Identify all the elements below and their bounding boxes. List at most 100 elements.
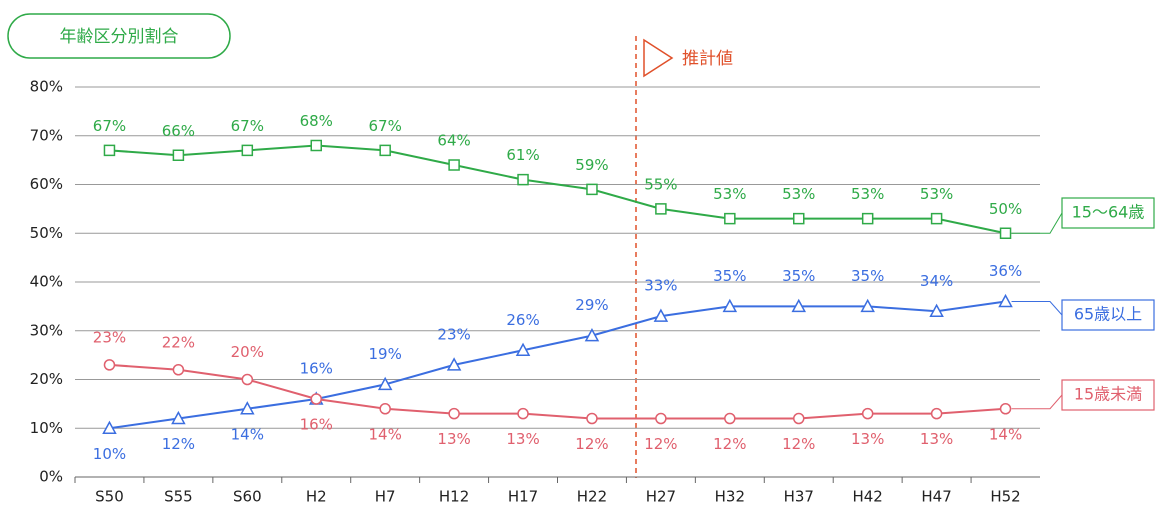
data-label: 68%	[300, 112, 333, 130]
data-label: 19%	[369, 345, 402, 363]
data-label: 55%	[644, 175, 677, 193]
marker	[310, 139, 322, 152]
data-label: 35%	[782, 267, 815, 285]
data-label: 59%	[575, 156, 608, 174]
x-tick-label: S55	[164, 488, 193, 506]
data-label: 10%	[93, 445, 126, 463]
title-box	[7, 13, 231, 59]
marker	[171, 410, 186, 425]
marker	[724, 212, 736, 225]
annotation: 推計値	[682, 49, 733, 69]
data-label: 12%	[782, 435, 815, 453]
y-tick-label: 20%	[30, 370, 63, 388]
marker	[791, 298, 807, 313]
y-tick-label: 50%	[30, 224, 63, 242]
data-label: 22%	[162, 333, 195, 351]
x-tick-label: H27	[646, 488, 676, 506]
marker	[929, 303, 944, 317]
marker	[172, 149, 185, 161]
data-label: 33%	[644, 277, 677, 295]
marker	[241, 373, 254, 386]
marker	[448, 159, 460, 171]
series-line	[109, 363, 1006, 420]
y-tick-label: 10%	[30, 419, 63, 437]
series-line	[109, 300, 1006, 430]
marker	[930, 212, 943, 225]
data-label: 36%	[989, 262, 1022, 280]
marker	[241, 144, 254, 157]
marker	[517, 407, 529, 420]
x-tick-label: S60	[233, 488, 262, 506]
data-label: 13%	[920, 430, 953, 448]
marker	[999, 403, 1012, 415]
marker	[172, 364, 185, 376]
marker	[860, 298, 875, 313]
data-label: 12%	[575, 435, 608, 453]
marker	[379, 144, 391, 157]
y-tick-label: 60%	[30, 175, 63, 193]
data-label: 23%	[437, 325, 470, 343]
legend-label: 15〜64歳	[1072, 203, 1145, 222]
data-label: 53%	[713, 185, 746, 203]
data-label: 16%	[300, 416, 333, 434]
legend-leader	[1011, 212, 1063, 234]
marker	[653, 308, 669, 322]
marker	[655, 203, 667, 215]
legend-label: 15歳未満	[1074, 385, 1142, 404]
marker	[515, 342, 531, 356]
data-label: 34%	[920, 272, 953, 290]
data-label: 53%	[920, 185, 953, 203]
y-tick-label: 70%	[30, 126, 63, 144]
forecast-arrow	[643, 38, 674, 78]
data-label: 13%	[437, 430, 470, 448]
data-label: 67%	[231, 117, 264, 135]
data-label: 53%	[851, 185, 884, 203]
x-tick-label: H17	[508, 488, 538, 506]
x-tick-label: H2	[306, 488, 327, 506]
data-label: 61%	[506, 146, 539, 164]
marker	[861, 212, 874, 225]
marker	[724, 412, 736, 425]
marker	[377, 376, 393, 391]
x-tick-label: S50	[95, 488, 124, 506]
y-tick-label: 30%	[30, 321, 63, 339]
marker	[446, 357, 462, 371]
marker	[930, 407, 943, 420]
data-label: 50%	[989, 200, 1022, 218]
series-line	[109, 144, 1006, 235]
y-tick-label: 0%	[39, 468, 63, 486]
marker	[310, 393, 322, 405]
y-tick-label: 80%	[30, 78, 63, 96]
marker	[517, 173, 529, 186]
legend-box	[1061, 197, 1155, 229]
x-tick-label: H32	[715, 488, 745, 506]
data-label: 23%	[93, 328, 126, 346]
data-label: 12%	[713, 435, 746, 453]
data-label: 14%	[369, 425, 402, 443]
x-tick-label: H37	[784, 488, 814, 506]
data-label: 12%	[162, 435, 195, 453]
data-label: 16%	[300, 360, 333, 378]
marker	[379, 403, 391, 415]
x-tick-label: H52	[990, 488, 1020, 506]
y-tick-label: 40%	[30, 273, 63, 291]
marker	[102, 420, 117, 434]
marker	[722, 298, 738, 313]
data-label: 53%	[782, 185, 815, 203]
data-label: 29%	[575, 296, 608, 314]
data-label: 26%	[506, 311, 539, 329]
legend-box	[1061, 379, 1155, 411]
data-label: 12%	[644, 435, 677, 453]
data-label: 67%	[93, 117, 126, 135]
marker	[240, 401, 255, 415]
legend-box	[1061, 299, 1155, 331]
marker	[861, 407, 874, 420]
marker	[448, 407, 460, 420]
legend-leader	[1011, 394, 1063, 410]
x-tick-label: H12	[439, 488, 469, 506]
data-label: 14%	[989, 425, 1022, 443]
marker	[793, 212, 805, 225]
marker	[584, 328, 600, 342]
data-label: 67%	[369, 117, 402, 135]
